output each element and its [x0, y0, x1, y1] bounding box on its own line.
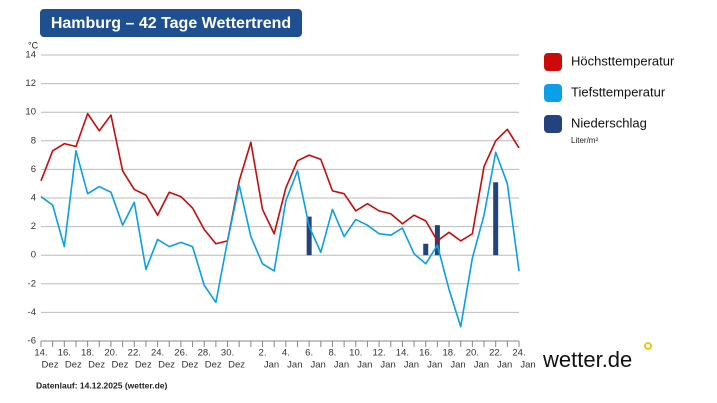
x-month-label: Dez: [88, 360, 105, 371]
x-month-label: Jan: [520, 360, 535, 371]
legend-label: Höchsttemperatur: [571, 53, 675, 68]
x-month-label: Jan: [427, 360, 442, 371]
x-tick-label: 20.: [104, 348, 117, 359]
y-tick-label: -2: [28, 278, 36, 289]
x-tick-label: 14.: [34, 348, 47, 359]
x-tick-label: 30.: [221, 348, 234, 359]
x-tick-label: 6.: [305, 348, 313, 359]
x-tick-label: 22.: [489, 348, 502, 359]
y-tick-label: 14: [25, 50, 36, 61]
y-tick-label: 10: [25, 107, 36, 118]
legend-swatch: [544, 115, 562, 133]
title-box: [40, 9, 302, 37]
x-tick-label: 16.: [58, 348, 71, 359]
y-tick-label: 0: [31, 250, 36, 261]
x-tick-label: 20.: [466, 348, 479, 359]
x-month-label: Jan: [404, 360, 419, 371]
temp-line: [40, 112, 520, 245]
temp-line: [40, 150, 520, 328]
x-tick-label: 8.: [328, 348, 336, 359]
x-tick-label: 22.: [128, 348, 141, 359]
x-tick-label: 2.: [259, 348, 267, 359]
y-tick-label: 12: [25, 78, 36, 89]
x-tick-label: 24.: [151, 348, 164, 359]
x-tick-label: 4.: [282, 348, 290, 359]
x-tick-label: 18.: [81, 348, 94, 359]
precip-bar: [423, 243, 429, 256]
footer: Datenlauf: 14.12.2025 (wetter.de): [36, 380, 168, 390]
x-month-label: Dez: [181, 360, 198, 371]
y-tick-label: 2: [31, 221, 36, 232]
x-tick-label: 28.: [198, 348, 211, 359]
x-month-label: Dez: [42, 360, 59, 371]
legend-swatch: [544, 84, 562, 102]
x-tick-label: 18.: [442, 348, 455, 359]
logo: wetter.de: [542, 347, 632, 372]
x-tick-label: 10.: [349, 348, 362, 359]
y-tick-label: 8: [31, 135, 36, 146]
x-month-label: Dez: [205, 360, 222, 371]
chart-title: Hamburg – 42 Tage Wettertrend: [51, 15, 291, 32]
x-tick-label: 14.: [396, 348, 409, 359]
x-month-label: Jan: [357, 360, 372, 371]
x-month-label: Dez: [111, 360, 128, 371]
legend-label: Tiefsttemperatur: [571, 84, 666, 99]
precip-bar: [493, 182, 499, 256]
y-tick-label: -6: [28, 336, 36, 347]
y-tick-label: -4: [28, 307, 36, 318]
x-tick-label: 24.: [512, 348, 525, 359]
precip-unit: Liter/m²: [571, 136, 598, 145]
x-month-label: Dez: [135, 360, 152, 371]
y-tick-label: 4: [31, 193, 36, 204]
x-month-label: Jan: [380, 360, 395, 371]
x-tick-label: 26.: [174, 348, 187, 359]
x-month-label: Dez: [228, 360, 245, 371]
precip-bar: [306, 216, 312, 256]
y-unit: °C: [28, 40, 39, 50]
x-month-label: Jan: [264, 360, 279, 371]
legend-label: Niederschlag: [571, 115, 647, 130]
x-month-label: Jan: [450, 360, 465, 371]
x-month-label: Dez: [158, 360, 175, 371]
x-month-label: Jan: [334, 360, 349, 371]
x-month-label: Jan: [287, 360, 302, 371]
logo-dot: [644, 342, 652, 350]
x-month-label: Jan: [497, 360, 512, 371]
y-tick-label: 6: [31, 164, 36, 175]
x-month-label: Jan: [310, 360, 325, 371]
x-tick-label: 12.: [372, 348, 385, 359]
x-tick-label: 16.: [419, 348, 432, 359]
legend-swatch: [544, 53, 562, 71]
x-month-label: Dez: [65, 360, 82, 371]
x-month-label: Jan: [474, 360, 489, 371]
